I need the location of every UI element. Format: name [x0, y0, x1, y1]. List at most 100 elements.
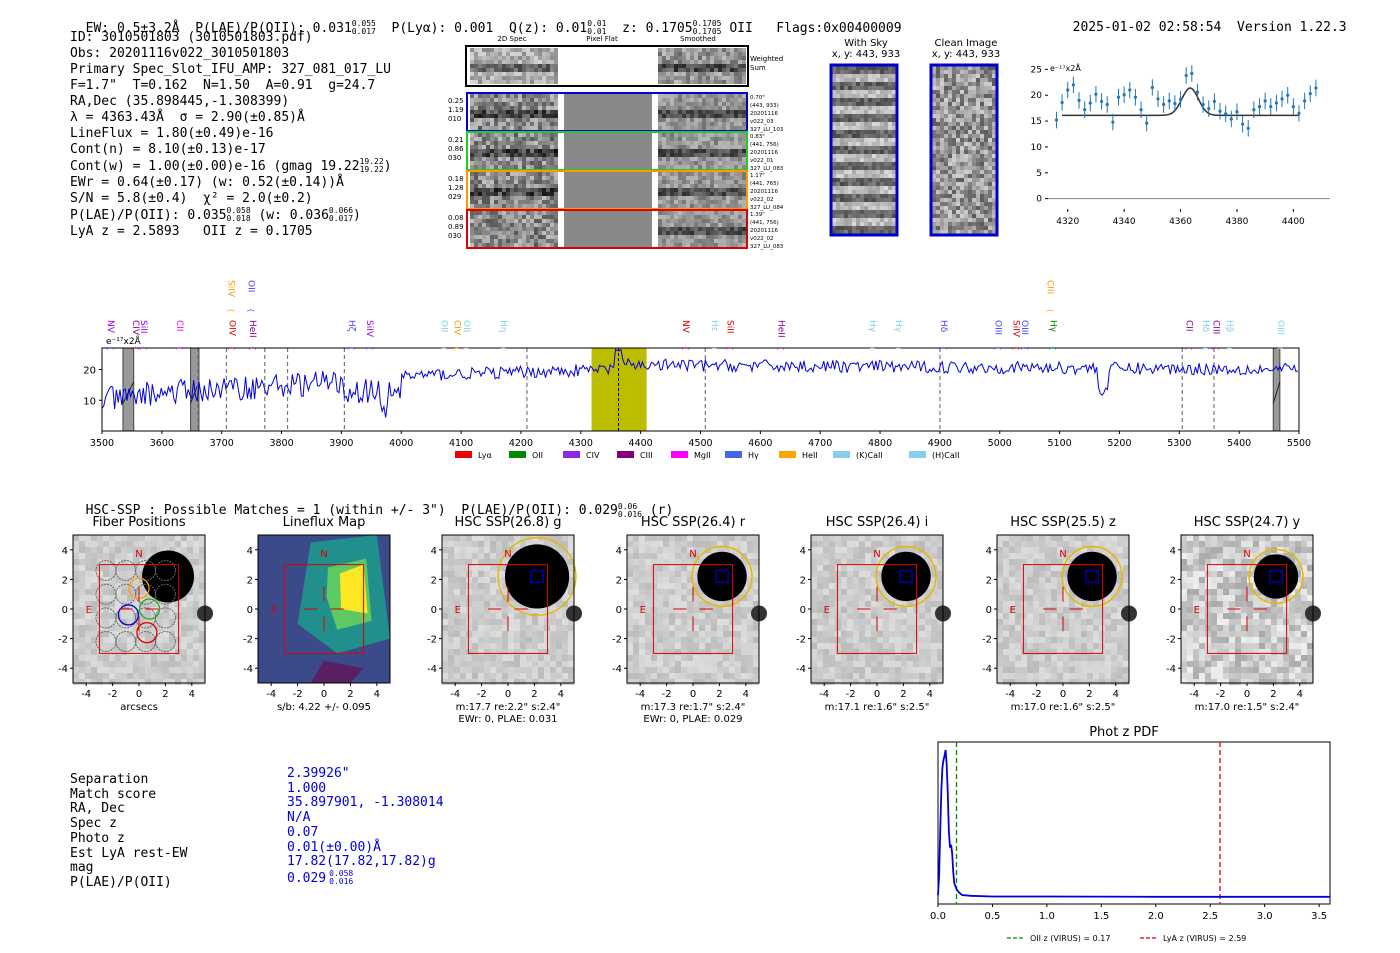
- noise-pixel: [538, 153, 542, 157]
- noise-pixel: [530, 48, 534, 52]
- noise-pixel: [742, 126, 746, 130]
- sky-pixel: [972, 186, 976, 190]
- sky-pixel: [868, 182, 872, 186]
- noise-pixel: [662, 118, 666, 122]
- sky-pixel: [848, 158, 852, 162]
- noise-pixel: [506, 122, 510, 126]
- sky-pixel: [844, 202, 848, 206]
- hsc-pixel: [466, 601, 472, 607]
- sky-pixel: [832, 210, 836, 214]
- sky-pixel: [864, 218, 868, 222]
- sky-pixel: [948, 190, 952, 194]
- noise-pixel: [702, 176, 706, 180]
- noise-pixel: [666, 235, 670, 239]
- hsc-pixel: [484, 625, 490, 631]
- noise-pixel: [674, 239, 678, 243]
- noise-pixel: [694, 126, 698, 130]
- sky-pixel: [968, 178, 972, 182]
- hsc-pixel: [496, 661, 502, 667]
- hsc-pixel: [466, 553, 472, 559]
- sky-pixel: [960, 190, 964, 194]
- noise-pixel: [666, 48, 670, 52]
- hsc-pixel: [484, 535, 490, 541]
- info-block: ID: 3010501803 (3010501803.pdf) Obs: 2020…: [70, 30, 392, 240]
- sky-pixel: [936, 150, 940, 154]
- sky-pixel: [932, 102, 936, 106]
- hsc-pixel: [145, 619, 151, 625]
- sky-pixel: [884, 186, 888, 190]
- noise-pixel: [538, 48, 542, 52]
- spectrum-line-brace: {: [710, 346, 718, 350]
- hsc-pixel: [115, 661, 121, 667]
- sky-pixel: [936, 186, 940, 190]
- sky-pixel: [836, 134, 840, 138]
- hsc-pixel: [454, 667, 460, 673]
- hsc-pixel: [478, 679, 484, 685]
- sky-pixel: [952, 102, 956, 106]
- sky-pixel: [992, 206, 996, 210]
- plae-lo: 0.018: [226, 214, 251, 223]
- sky-pixel: [868, 150, 872, 154]
- noise-pixel: [522, 64, 526, 68]
- noise-pixel: [502, 219, 506, 223]
- noise-pixel: [666, 223, 670, 227]
- hsc-pixel: [550, 667, 556, 673]
- noise-pixel: [734, 180, 738, 184]
- noise-pixel: [554, 223, 558, 227]
- noise-pixel: [682, 149, 686, 153]
- sky-pixel: [980, 162, 984, 166]
- noise-pixel: [510, 64, 514, 68]
- noise-pixel: [522, 180, 526, 184]
- hsc-pixel: [544, 631, 550, 637]
- noise-pixel: [690, 243, 694, 247]
- hsc-pixel: [181, 649, 187, 655]
- sky-pixel: [856, 130, 860, 134]
- sky-pixel: [876, 74, 880, 78]
- noise-pixel: [546, 102, 550, 106]
- hsc-pixel: [550, 631, 556, 637]
- sky-pixel: [960, 218, 964, 222]
- noise-pixel: [526, 188, 530, 192]
- sky-pixel: [936, 138, 940, 142]
- noise-pixel: [718, 76, 722, 80]
- noise-pixel: [534, 200, 538, 204]
- hsc-pixel: [169, 619, 175, 625]
- sky-pixel: [964, 178, 968, 182]
- hsc-pixel: [133, 541, 139, 547]
- noise-pixel: [742, 110, 746, 114]
- sky-pixel: [956, 118, 960, 122]
- sky-pixel: [952, 158, 956, 162]
- noise-pixel: [514, 200, 518, 204]
- sky-pixel: [848, 178, 852, 182]
- noise-pixel: [470, 157, 474, 161]
- noise-pixel: [554, 98, 558, 102]
- noise-pixel: [514, 60, 518, 64]
- sky-pixel: [892, 230, 896, 234]
- noise-pixel: [518, 149, 522, 153]
- noise-pixel: [738, 215, 742, 219]
- noise-pixel: [470, 149, 474, 153]
- hsc-pixel: [562, 607, 568, 613]
- noise-pixel: [734, 122, 738, 126]
- hsc-pixel: [127, 577, 133, 583]
- noise-pixel: [534, 235, 538, 239]
- noise-pixel: [514, 231, 518, 235]
- noise-pixel: [490, 211, 494, 215]
- sky-pixel: [876, 78, 880, 82]
- clean-title: Clean Image x, y: 443, 933: [920, 38, 1012, 60]
- noise-pixel: [482, 161, 486, 165]
- hsc-pixel: [193, 565, 199, 571]
- sky-pixel: [972, 210, 976, 214]
- noise-pixel: [502, 149, 506, 153]
- sky-pixel: [980, 110, 984, 114]
- sky-pixel: [848, 186, 852, 190]
- noise-pixel: [550, 161, 554, 165]
- noise-pixel: [738, 106, 742, 110]
- sky-pixel: [892, 178, 896, 182]
- hsc-pixel: [520, 625, 526, 631]
- sky-pixel: [888, 146, 892, 150]
- noise-pixel: [742, 192, 746, 196]
- hsc-pixel: [502, 589, 508, 595]
- noise-pixel: [734, 200, 738, 204]
- hsc-pixel: [97, 535, 103, 541]
